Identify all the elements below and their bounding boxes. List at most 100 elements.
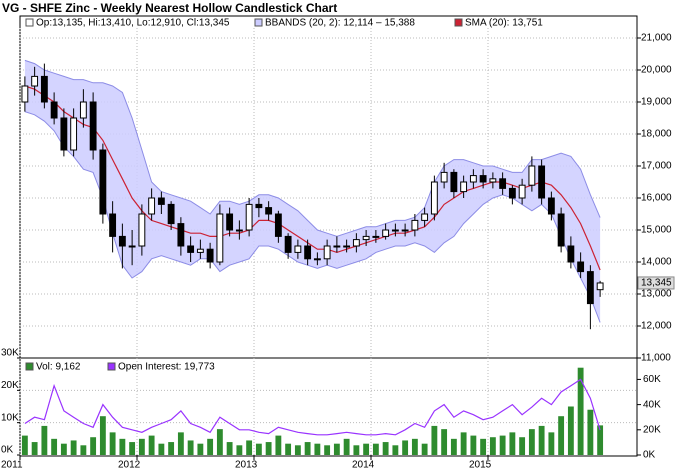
legend-swatch <box>25 18 34 27</box>
candle-body <box>538 165 546 199</box>
candle-body <box>99 149 107 215</box>
volume-bar <box>246 440 253 455</box>
volume-bar <box>587 409 594 455</box>
candle-body <box>255 203 263 209</box>
volume-bar <box>255 443 262 455</box>
candle-body <box>128 245 136 248</box>
y-tick-label: 11,000 <box>641 353 671 364</box>
candle-body <box>167 203 175 225</box>
y-tick-label: 30K <box>1 348 19 359</box>
volume-bar <box>99 416 106 455</box>
bbands-area <box>24 60 601 323</box>
y2-tick-label: 60K <box>643 374 661 385</box>
y-tick-label: 15,000 <box>641 225 672 236</box>
candle-body <box>206 248 214 263</box>
candle-body <box>50 101 58 119</box>
candle-body <box>304 245 312 260</box>
candle-body <box>577 261 585 273</box>
candle-body <box>460 181 468 193</box>
volume-bar <box>499 435 506 455</box>
y-tick-label: 19,000 <box>641 97 672 108</box>
volume-bar <box>60 443 67 455</box>
volume-bar <box>411 438 418 455</box>
volume-bar <box>216 429 223 455</box>
y2-tick-label: 0K <box>643 450 656 461</box>
volume-bar <box>519 437 526 455</box>
candle-body <box>226 213 234 231</box>
volume-bar <box>51 438 58 455</box>
y2-tick-label: 40K <box>643 399 661 410</box>
volume-bar <box>333 443 340 455</box>
y2-tick-label: 20K <box>643 424 661 435</box>
last-price-box <box>637 276 675 290</box>
candle-body <box>284 235 292 253</box>
y-tick-label: 18,000 <box>641 129 672 140</box>
candle-body <box>508 187 516 199</box>
candle-body <box>430 181 438 215</box>
x-tick-label: 2012 <box>118 460 141 471</box>
volume-bar <box>489 437 496 455</box>
volume-bar <box>41 425 48 455</box>
volume-bar <box>431 425 438 455</box>
volume-bar <box>90 437 97 455</box>
volume-bar <box>567 406 574 455</box>
candle-body <box>196 248 204 253</box>
volume-bar <box>177 432 184 455</box>
volume-bar <box>460 432 467 455</box>
candle-body <box>518 184 526 199</box>
volume-bar <box>31 442 38 455</box>
legend-swatch <box>254 18 263 27</box>
candle-body <box>333 245 341 248</box>
volume-bar <box>509 432 516 455</box>
legend-label: Vol: 9,162 <box>36 362 81 373</box>
candle-body <box>265 207 273 215</box>
volume-bar <box>470 435 477 455</box>
volume-bar <box>441 429 448 455</box>
candle-body <box>245 203 253 231</box>
candle-body <box>469 175 477 183</box>
candle-body <box>60 117 68 151</box>
volume-bar <box>138 438 145 455</box>
volume-bar <box>324 445 331 455</box>
candle-body <box>294 245 302 253</box>
y-tick-label: 13,000 <box>641 289 672 300</box>
candle-body <box>70 117 78 151</box>
candle-body <box>40 75 48 103</box>
x-tick-label: 2013 <box>235 460 258 471</box>
legend-swatch <box>107 362 116 371</box>
candle-body <box>343 245 351 248</box>
volume-bar <box>548 432 555 455</box>
volume-bar <box>538 425 545 455</box>
volume-bar <box>80 445 87 455</box>
candle-body <box>596 282 604 291</box>
candle-body <box>528 165 536 186</box>
y-tick-label: 21,000 <box>641 33 672 44</box>
volume-bar <box>382 442 389 455</box>
x-tick-label: 2015 <box>469 460 492 471</box>
volume-bar <box>129 442 136 455</box>
volume-bar <box>450 438 457 455</box>
candle-body <box>352 239 360 247</box>
volume-bar <box>168 442 175 455</box>
candle-body <box>450 171 458 193</box>
volume-bar <box>70 440 77 455</box>
candle-body <box>586 271 594 305</box>
y-tick-label: 20K <box>1 380 19 391</box>
x-tick-label: 2011 <box>1 460 23 471</box>
volume-bar <box>236 445 243 455</box>
open-interest-line <box>24 378 601 436</box>
y-tick-label: 12,000 <box>641 321 672 332</box>
candle-body <box>391 229 399 232</box>
volume-bar <box>597 425 604 455</box>
chart-title: VG - SHFE Zinc - Weekly Nearest Hollow C… <box>2 1 337 15</box>
candle-body <box>21 85 29 103</box>
candle-body <box>489 178 497 183</box>
candle-body <box>479 175 487 183</box>
volume-bar <box>528 429 535 455</box>
candle-body <box>216 213 224 263</box>
volume-bar <box>148 435 155 455</box>
candle-body <box>567 245 575 263</box>
y-tick-label: 14,000 <box>641 257 672 268</box>
volume-bar <box>577 367 584 455</box>
